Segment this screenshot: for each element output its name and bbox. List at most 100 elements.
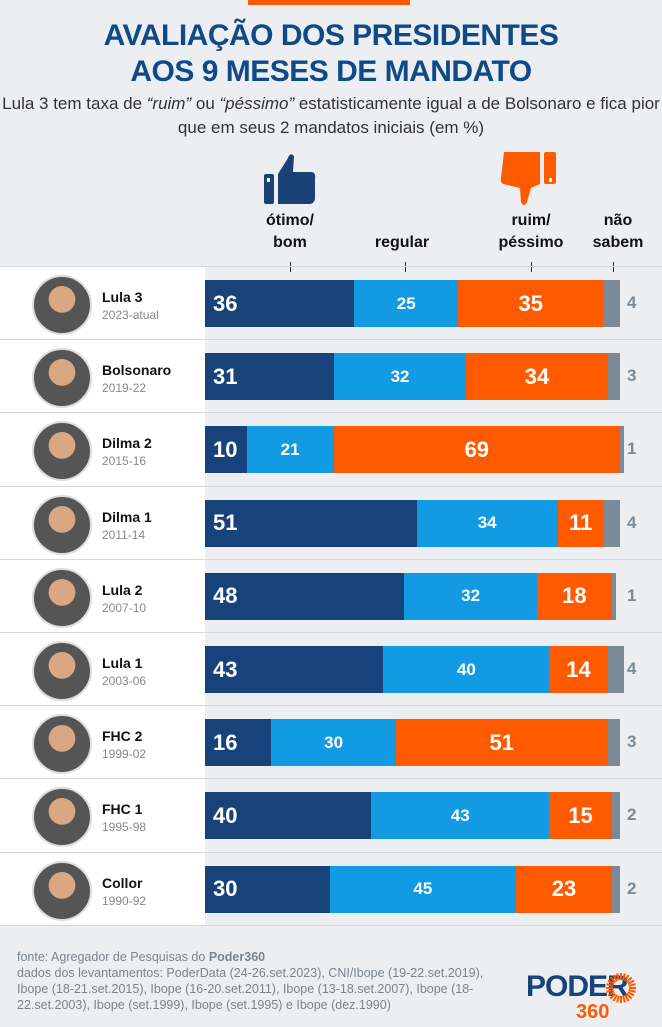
chart-row: Lula 2 2007-10 48 32 18 1: [0, 558, 662, 632]
president-photo: [32, 787, 92, 848]
president-photo: [32, 714, 92, 775]
bar-nao-sabem: [607, 646, 625, 693]
president-name: Collor: [102, 874, 143, 891]
nao-sabem-value: 3: [627, 732, 637, 752]
term-years: 2007-10: [102, 600, 147, 615]
bar-ruim-pessimo: 69: [333, 426, 620, 474]
bar-value-label: 25: [396, 293, 416, 313]
bar-ruim-pessimo: 23: [516, 865, 612, 913]
bar-value-label: 45: [413, 879, 433, 899]
bar-value-label: 15: [568, 802, 593, 828]
bar-value-label: 30: [213, 876, 238, 902]
bar-otimo-bom: 36: [205, 280, 355, 327]
bar-value-label: 40: [456, 659, 476, 679]
bar-value-label: 21: [280, 439, 300, 459]
bar-value-label: 10: [213, 436, 238, 462]
bar-regular: 32: [404, 572, 537, 620]
president-photo: [32, 567, 92, 628]
bar-regular: 32: [333, 353, 467, 401]
tick-nao-sabem: [613, 262, 614, 272]
nao-sabem-value: 4: [627, 659, 637, 678]
nao-sabem-value: 1: [627, 585, 637, 605]
term-years: 2023-atual: [102, 308, 159, 322]
nao-sabem-value: 1: [627, 439, 637, 459]
bar-ruim-pessimo: 11: [557, 499, 604, 547]
term-years: 2019-22: [102, 381, 147, 396]
bar-ruim-pessimo: 35: [458, 280, 604, 327]
president-name: Lula 2: [102, 581, 143, 598]
top-accent-bar: [248, 0, 410, 5]
tick-regular: [405, 262, 406, 272]
president-photo: [32, 275, 92, 335]
legend-otimo-bom: ótimo/ bom: [266, 212, 314, 251]
bar-nao-sabem: [607, 719, 620, 767]
bar-value-label: 69: [464, 436, 490, 462]
president-photo: [32, 421, 92, 482]
bar-nao-sabem: [611, 572, 616, 620]
bar-value-label: 14: [566, 656, 591, 682]
term-years: 1999-02: [102, 747, 147, 762]
tick-ruim: [531, 262, 532, 272]
nao-sabem-value: 2: [627, 878, 637, 898]
bar-value-label: 23: [551, 876, 577, 902]
bar-ruim-pessimo: 18: [537, 572, 612, 620]
bar-otimo-bom: 10: [205, 426, 247, 474]
bar-nao-sabem: [603, 280, 620, 327]
bar-otimo-bom: 16: [205, 719, 272, 767]
term-years: 1995-98: [102, 820, 147, 835]
president-name: Bolsonaro: [102, 362, 172, 379]
bar-nao-sabem: [607, 353, 620, 401]
bar-ruim-pessimo: 14: [549, 646, 608, 693]
chart-subtitle: Lula 3 tem taxa de “ruim” ou “péssimo” e…: [2, 94, 660, 137]
bar-otimo-bom: 43: [205, 646, 384, 693]
nao-sabem-value: 4: [627, 512, 637, 532]
president-photo: [32, 641, 92, 701]
chart-row: FHC 1 1995-98 40 43 15 2: [0, 778, 662, 851]
bar-value-label: 34: [524, 363, 550, 389]
bar-value-label: 51: [213, 510, 238, 536]
thumbs-down-icon: [500, 152, 556, 205]
chart-row: Lula 3 2023-atual 36 25 35 4: [0, 266, 662, 339]
bar-otimo-bom: 31: [205, 353, 334, 401]
poder360-logo: PODER 360: [526, 966, 636, 1027]
chart-title: AVALIAÇÃO DOS PRESIDENTES AOS 9 MESES DE …: [103, 19, 559, 88]
footer: fonte: Agregador de Pesquisas do Poder36…: [17, 950, 484, 1012]
president-name: Lula 1: [102, 655, 143, 671]
president-name: Lula 3: [102, 289, 143, 305]
bar-otimo-bom: 30: [205, 865, 330, 913]
chart-row: Dilma 2 2015-16 10 21 69 1: [0, 412, 662, 485]
bar-value-label: 48: [213, 583, 238, 609]
bar-value-label: 16: [213, 729, 238, 755]
president-name: FHC 2: [102, 728, 143, 745]
president-name: Dilma 1: [102, 508, 152, 525]
term-years: 1990-92: [102, 893, 147, 908]
bar-regular: 45: [329, 865, 517, 913]
bar-value-label: 43: [213, 656, 238, 682]
president-photo: [32, 860, 92, 921]
bar-ruim-pessimo: 34: [466, 353, 608, 401]
bar-regular: 43: [371, 792, 550, 840]
chart-row: Bolsonaro 2019-22 31 32 34 3: [0, 339, 662, 412]
bar-otimo-bom: 48: [205, 572, 405, 620]
bar-value-label: 32: [390, 366, 410, 386]
term-years: 2011-14: [102, 527, 146, 542]
bar-value-label: 31: [213, 363, 238, 389]
chart-row: Dilma 1 2011-14 51 34 11 4: [0, 485, 662, 559]
svg-text:PODER: PODER: [526, 970, 629, 1003]
president-name: Dilma 2: [102, 435, 152, 452]
bar-value-label: 18: [562, 583, 587, 609]
bar-regular: 25: [354, 280, 459, 327]
chart-row: FHC 2 1999-02 16 30 51 3: [0, 705, 662, 778]
bar-value-label: 36: [213, 290, 238, 316]
bar-value-label: 43: [450, 805, 470, 825]
bar-value-label: 11: [568, 510, 593, 536]
bar-value-label: 51: [489, 729, 514, 755]
bar-regular: 21: [246, 426, 334, 474]
bar-nao-sabem: [611, 792, 620, 840]
legend-regular: regular: [374, 234, 430, 251]
bar-regular: 30: [271, 719, 396, 767]
row-divider: [0, 924, 662, 926]
svg-text:360: 360: [576, 1001, 609, 1022]
president-photo: [32, 494, 92, 555]
bar-nao-sabem: [620, 426, 625, 474]
